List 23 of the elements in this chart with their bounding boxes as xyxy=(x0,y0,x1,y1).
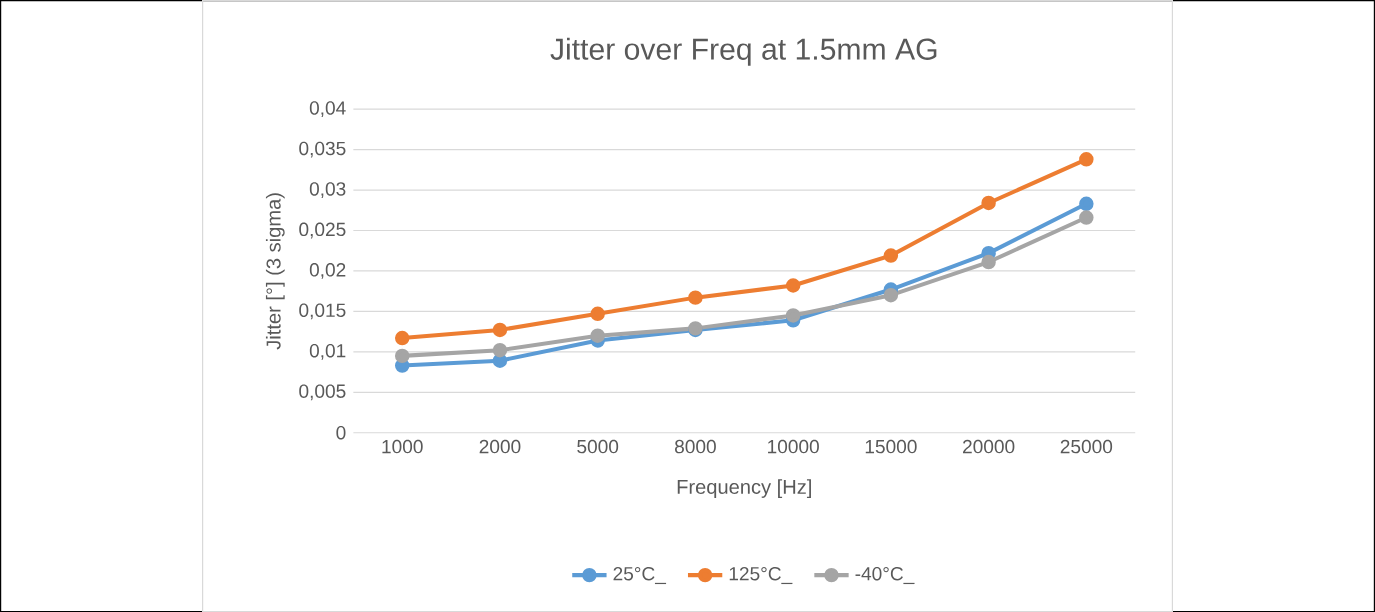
y-tick-label: 0 xyxy=(336,425,346,440)
y-tick-label: 0,04 xyxy=(309,101,346,117)
x-tick-label: 8000 xyxy=(675,439,716,454)
legend-label: 25°C_ xyxy=(613,566,667,584)
x-axis-title: Frequency [Hz] xyxy=(677,479,811,498)
x-tick-label: 1000 xyxy=(382,439,423,454)
chart-title: Jitter over Freq at 1.5mm AG xyxy=(550,37,937,66)
legend-label: -40°C_ xyxy=(855,566,915,584)
x-tick-label: 25000 xyxy=(1060,439,1113,454)
y-tick-label: 0,025 xyxy=(299,222,346,239)
x-tick-label: 2000 xyxy=(479,439,521,454)
y-tick-label: 0,035 xyxy=(299,141,346,158)
legend-label: 125°C_ xyxy=(729,566,793,584)
y-tick-label: 0,01 xyxy=(309,343,346,360)
y-tick-label: 0,03 xyxy=(309,182,346,198)
y-axis-title: Jitter [°] (3 sigma) xyxy=(265,193,285,350)
x-tick-label: 5000 xyxy=(577,439,619,454)
x-tick-label: 15000 xyxy=(865,439,917,454)
x-tick-label: 10000 xyxy=(768,439,819,454)
y-tick-label: 0,02 xyxy=(309,262,346,279)
y-tick-label: 0,005 xyxy=(299,384,346,401)
y-tick-label: 0,015 xyxy=(299,303,346,320)
x-tick-label: 20000 xyxy=(963,439,1015,454)
